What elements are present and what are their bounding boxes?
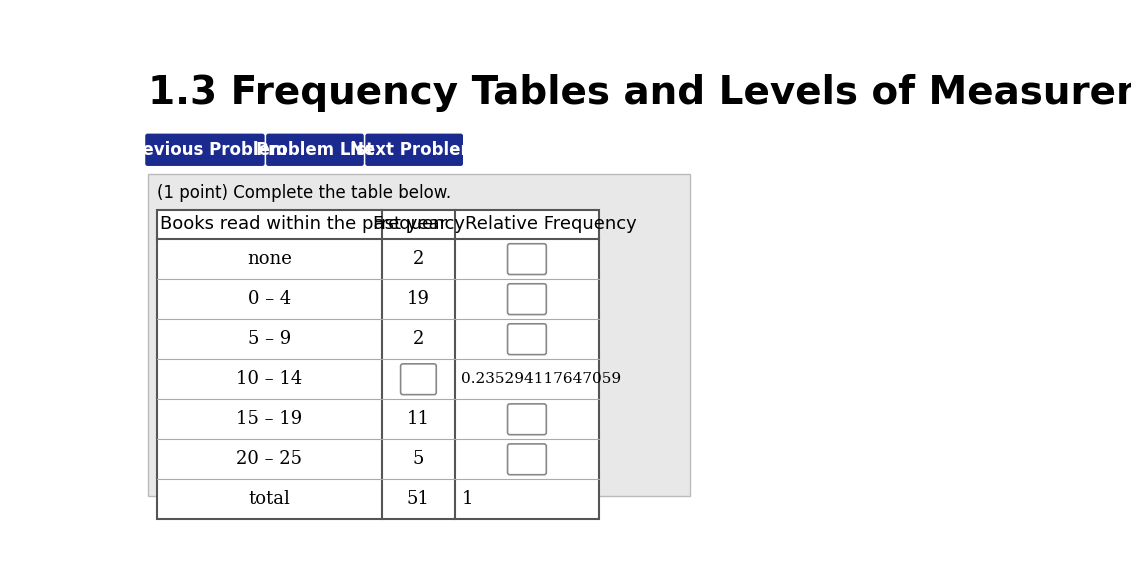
Text: 19: 19 [407,290,430,308]
Text: Frequency: Frequency [372,215,465,233]
Text: Previous Problem: Previous Problem [122,141,287,159]
Text: 5: 5 [413,450,424,469]
Text: 11: 11 [407,410,430,428]
Text: Problem List: Problem List [256,141,374,159]
Text: total: total [249,490,291,508]
Text: none: none [247,250,292,268]
FancyBboxPatch shape [508,284,546,315]
Bar [147,174,690,496]
Text: 2: 2 [413,250,424,268]
Text: 0 – 4: 0 – 4 [248,290,291,308]
Text: 1: 1 [461,490,473,508]
FancyBboxPatch shape [508,444,546,475]
Text: 1.3 Frequency Tables and Levels of Measurement: 1.3 Frequency Tables and Levels of Measu… [147,74,1131,112]
FancyBboxPatch shape [145,133,265,166]
FancyBboxPatch shape [508,244,546,274]
Text: Relative Frequency: Relative Frequency [465,215,637,233]
FancyBboxPatch shape [508,324,546,354]
Text: 51: 51 [407,490,430,508]
FancyBboxPatch shape [266,133,364,166]
Text: 10 – 14: 10 – 14 [236,370,302,389]
Bar [157,210,598,519]
Text: 20 – 25: 20 – 25 [236,450,302,469]
FancyBboxPatch shape [365,133,463,166]
FancyBboxPatch shape [508,404,546,435]
Text: 2: 2 [413,330,424,348]
Text: 5 – 9: 5 – 9 [248,330,291,348]
Text: 15 – 19: 15 – 19 [236,410,302,428]
FancyBboxPatch shape [400,364,437,395]
Text: (1 point) Complete the table below.: (1 point) Complete the table below. [157,183,451,202]
Text: Books read within the past year: Books read within the past year [159,215,447,233]
Text: 0.235294117647059: 0.235294117647059 [461,372,622,386]
Text: Next Problem: Next Problem [351,141,478,159]
